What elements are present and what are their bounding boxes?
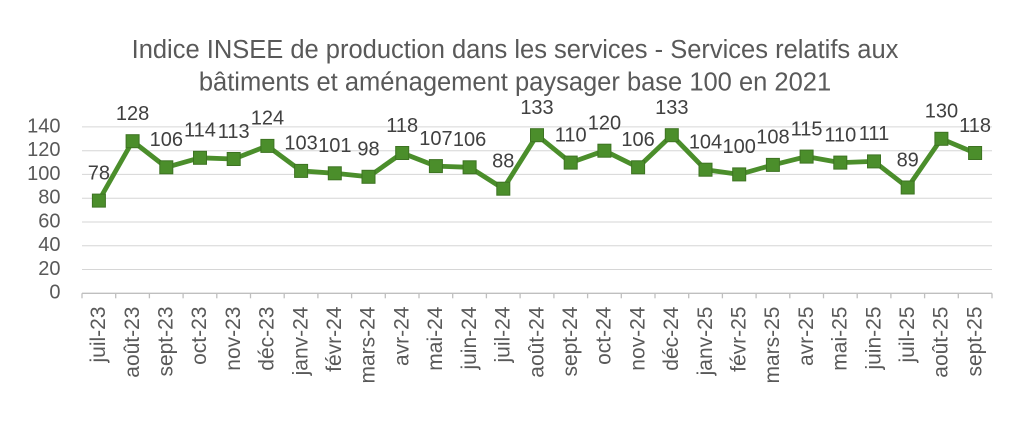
svg-text:113: 113 bbox=[218, 121, 250, 143]
svg-text:févr-24: févr-24 bbox=[323, 306, 346, 372]
svg-text:juin-25: juin-25 bbox=[862, 307, 885, 371]
svg-text:101: 101 bbox=[318, 135, 351, 157]
svg-text:115: 115 bbox=[791, 118, 823, 140]
svg-text:120: 120 bbox=[588, 113, 621, 135]
svg-text:nov-24: nov-24 bbox=[626, 306, 649, 371]
svg-text:déc-24: déc-24 bbox=[660, 306, 683, 371]
svg-text:mai-24: mai-24 bbox=[424, 306, 447, 371]
svg-text:sept-23: sept-23 bbox=[155, 307, 178, 377]
svg-text:déc-23: déc-23 bbox=[256, 307, 279, 371]
svg-text:80: 80 bbox=[38, 187, 60, 209]
svg-text:103: 103 bbox=[284, 133, 317, 155]
svg-text:120: 120 bbox=[27, 139, 60, 161]
svg-text:40: 40 bbox=[38, 234, 60, 256]
svg-text:20: 20 bbox=[38, 258, 60, 280]
svg-text:107: 107 bbox=[419, 128, 452, 150]
svg-text:févr-25: févr-25 bbox=[728, 307, 751, 372]
svg-text:89: 89 bbox=[897, 149, 919, 171]
svg-text:juin-24: juin-24 bbox=[458, 306, 481, 370]
svg-text:août-24: août-24 bbox=[525, 306, 548, 378]
svg-text:60: 60 bbox=[38, 210, 60, 232]
svg-text:sept-25: sept-25 bbox=[963, 307, 986, 377]
svg-text:114: 114 bbox=[184, 120, 216, 142]
svg-text:106: 106 bbox=[453, 129, 486, 151]
svg-text:104: 104 bbox=[689, 132, 722, 154]
svg-text:100: 100 bbox=[723, 136, 756, 158]
svg-text:mars-25: mars-25 bbox=[761, 307, 784, 384]
svg-text:janv-25: janv-25 bbox=[694, 307, 717, 377]
svg-text:juil-25: juil-25 bbox=[896, 307, 919, 364]
svg-text:130: 130 bbox=[925, 101, 958, 123]
svg-text:106: 106 bbox=[150, 129, 183, 151]
svg-text:mars-24: mars-24 bbox=[357, 306, 380, 383]
svg-text:oct-24: oct-24 bbox=[593, 306, 616, 365]
svg-text:140: 140 bbox=[27, 115, 60, 137]
svg-text:133: 133 bbox=[520, 97, 553, 119]
svg-text:mai-25: mai-25 bbox=[829, 307, 852, 371]
svg-text:avr-24: avr-24 bbox=[390, 306, 413, 366]
svg-text:108: 108 bbox=[756, 127, 789, 149]
svg-text:Indice INSEE de production dan: Indice INSEE de production dans les serv… bbox=[132, 36, 899, 64]
svg-text:juil-23: juil-23 bbox=[87, 307, 110, 364]
svg-text:bâtiments et aménagement paysa: bâtiments et aménagement paysager base 1… bbox=[199, 69, 831, 97]
svg-text:133: 133 bbox=[655, 97, 688, 119]
svg-text:78: 78 bbox=[88, 162, 110, 184]
svg-text:0: 0 bbox=[49, 282, 60, 304]
svg-text:106: 106 bbox=[621, 129, 654, 151]
svg-text:août-25: août-25 bbox=[930, 307, 953, 378]
svg-text:110: 110 bbox=[824, 124, 856, 146]
svg-text:111: 111 bbox=[859, 123, 889, 145]
svg-text:avr-25: avr-25 bbox=[795, 307, 818, 367]
svg-text:100: 100 bbox=[27, 163, 60, 185]
svg-text:118: 118 bbox=[386, 115, 418, 137]
svg-text:oct-23: oct-23 bbox=[188, 307, 211, 365]
svg-text:juil-24: juil-24 bbox=[492, 306, 515, 363]
svg-text:128: 128 bbox=[116, 103, 149, 125]
svg-text:août-23: août-23 bbox=[121, 307, 144, 378]
svg-text:sept-24: sept-24 bbox=[559, 306, 582, 376]
svg-text:110: 110 bbox=[555, 124, 587, 146]
svg-text:janv-24: janv-24 bbox=[289, 306, 312, 376]
svg-text:88: 88 bbox=[492, 151, 514, 173]
svg-text:118: 118 bbox=[959, 115, 991, 137]
svg-text:124: 124 bbox=[251, 108, 284, 130]
svg-text:nov-23: nov-23 bbox=[222, 307, 245, 371]
svg-text:98: 98 bbox=[357, 139, 379, 161]
